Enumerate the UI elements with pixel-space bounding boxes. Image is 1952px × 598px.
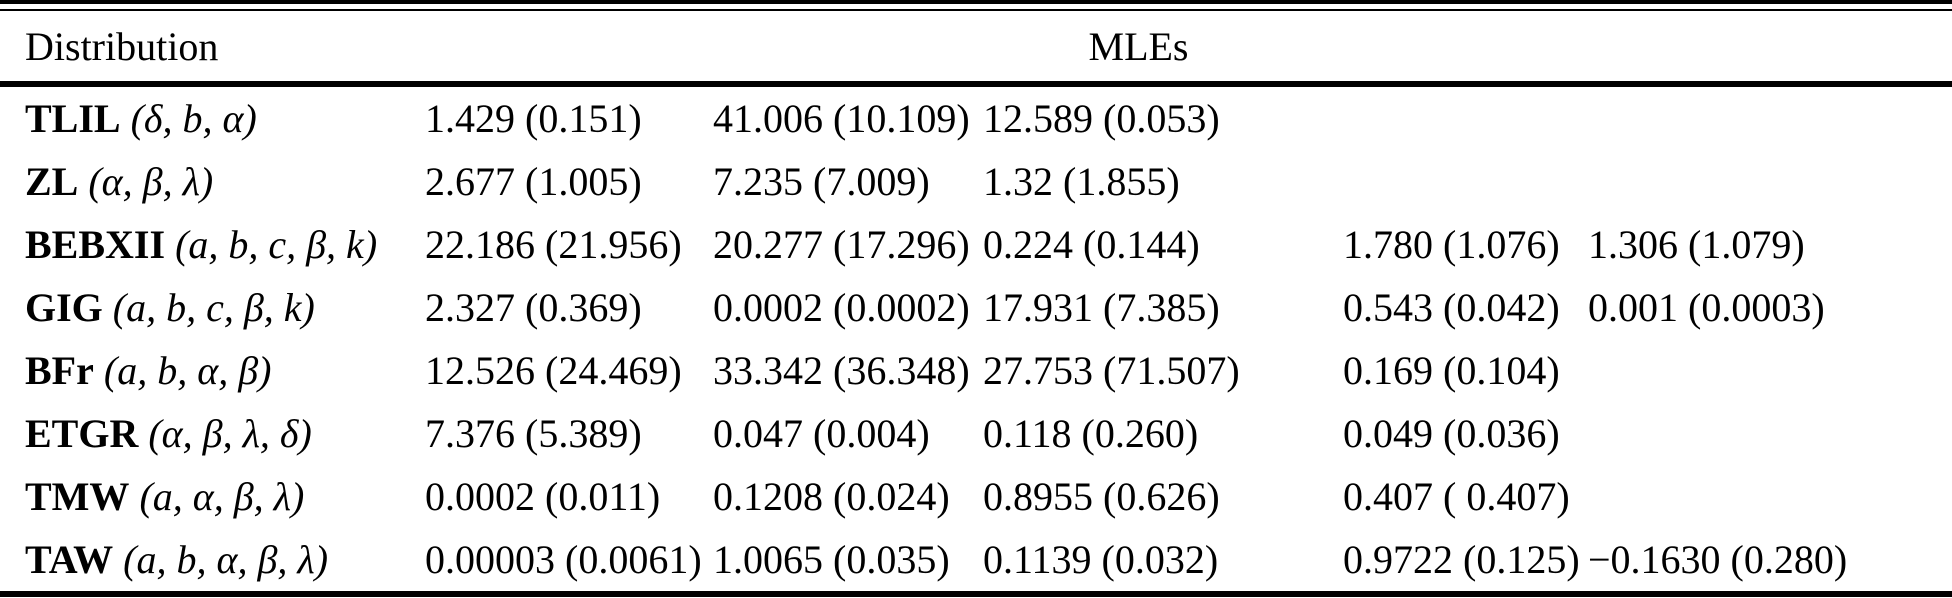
table-row-tmw: TMW (a, α, β, λ) 0.0002 (0.011) 0.1208 (0… xyxy=(0,465,1952,528)
distribution-name: TLIL xyxy=(25,96,121,141)
mle-value-cell: 0.1208 (0.024) xyxy=(713,474,950,519)
mle-value-cell: 1.0065 (0.035) xyxy=(713,537,950,582)
table-row-tlil: TLIL (δ, b, α) 1.429 (0.151) 41.006 (10.1… xyxy=(0,84,1952,150)
table-body: TLIL (δ, b, α) 1.429 (0.151) 41.006 (10.1… xyxy=(0,84,1952,594)
distribution-name: TAW xyxy=(25,537,114,582)
distribution-cell: TLIL (δ, b, α) xyxy=(0,84,425,150)
mle-value-cell xyxy=(1588,465,1952,528)
mle-value-cell: 0.118 (0.260) xyxy=(983,411,1199,456)
mle-value-cell: 1.306 (1.079) xyxy=(1588,222,1805,267)
mle-value-cell: 22.186 (21.956) xyxy=(425,222,682,267)
distribution-name: BEBXII xyxy=(25,222,166,267)
mle-value-cell xyxy=(1588,402,1952,465)
mle-value-cell: 0.001 (0.0003) xyxy=(1588,285,1825,330)
distribution-name: TMW xyxy=(25,474,130,519)
distribution-params: (a, b, c, β, k) xyxy=(175,222,378,267)
mle-value-cell: 12.526 (24.469) xyxy=(425,348,682,393)
mles-column-header: MLEs xyxy=(1088,23,1189,69)
mle-value-cell: 0.047 (0.004) xyxy=(713,411,930,456)
mle-value-cell: 0.8955 (0.626) xyxy=(983,474,1220,519)
mle-value-cell: 0.1139 (0.032) xyxy=(983,537,1219,582)
distribution-params: (a, b, α, β, λ) xyxy=(123,537,329,582)
mle-value-cell: 0.169 (0.104) xyxy=(1343,348,1560,393)
mle-value-cell: 17.931 (7.385) xyxy=(983,285,1220,330)
distribution-params: (a, α, β, λ) xyxy=(139,474,305,519)
distribution-name: ETGR xyxy=(25,411,139,456)
distribution-cell: TMW (a, α, β, λ) xyxy=(0,465,425,528)
mle-value-cell: 0.0002 (0.0002) xyxy=(713,285,970,330)
mle-value-cell xyxy=(1343,84,1588,150)
header-row: Distribution MLEs xyxy=(0,10,1952,84)
mle-value-cell: 0.049 (0.036) xyxy=(1343,411,1560,456)
mle-value-cell xyxy=(1588,150,1952,213)
mle-value-cell: 1.32 (1.855) xyxy=(983,159,1180,204)
table-row-bebxii: BEBXII (a, b, c, β, k) 22.186 (21.956) 20… xyxy=(0,213,1952,276)
mle-value-cell: 2.327 (0.369) xyxy=(425,285,642,330)
table-row-gig: GIG (a, b, c, β, k) 2.327 (0.369) 0.0002 … xyxy=(0,276,1952,339)
mle-value-cell: 12.589 (0.053) xyxy=(983,96,1220,141)
mle-value-cell: 0.0002 (0.011) xyxy=(425,474,661,519)
mle-value-cell: −0.1630 (0.280) xyxy=(1588,537,1848,582)
distribution-cell: ZL (α, β, λ) xyxy=(0,150,425,213)
mle-value-cell: 20.277 (17.296) xyxy=(713,222,970,267)
mle-value-cell: 0.224 (0.144) xyxy=(983,222,1200,267)
mle-value-cell: 33.342 (36.348) xyxy=(713,348,970,393)
distribution-params: (a, b, α, β) xyxy=(103,348,272,393)
mle-value-cell: 0.00003 (0.0061) xyxy=(425,537,702,582)
mle-value-cell: 0.9722 (0.125) xyxy=(1343,537,1580,582)
mle-value-cell: 7.376 (5.389) xyxy=(425,411,642,456)
distribution-name: BFr xyxy=(25,348,94,393)
mle-value-cell: 0.407 ( 0.407) xyxy=(1343,474,1570,519)
table-header: Distribution MLEs xyxy=(0,10,1952,84)
distribution-cell: ETGR (α, β, λ, δ) xyxy=(0,402,425,465)
mle-value-cell: 1.429 (0.151) xyxy=(425,96,642,141)
distribution-cell: GIG (a, b, c, β, k) xyxy=(0,276,425,339)
mle-value-cell: 41.006 (10.109) xyxy=(713,96,970,141)
distribution-name: GIG xyxy=(25,285,103,330)
mle-value-cell xyxy=(1588,339,1952,402)
table-row-etgr: ETGR (α, β, λ, δ) 7.376 (5.389) 0.047 (0.… xyxy=(0,402,1952,465)
mle-table: Distribution MLEs TLIL (δ, b, α) 1.429 (0… xyxy=(0,9,1952,597)
distribution-params: (α, β, λ, δ) xyxy=(148,411,312,456)
distribution-params: (δ, b, α) xyxy=(130,96,257,141)
mle-value-cell xyxy=(1588,84,1952,150)
distribution-params: (a, b, c, β, k) xyxy=(112,285,315,330)
mle-value-cell: 2.677 (1.005) xyxy=(425,159,642,204)
table-row-taw: TAW (a, b, α, β, λ) 0.00003 (0.0061) 1.00… xyxy=(0,528,1952,594)
mle-value-cell: 27.753 (71.507) xyxy=(983,348,1240,393)
mle-value-cell: 1.780 (1.076) xyxy=(1343,222,1560,267)
mle-value-cell: 7.235 (7.009) xyxy=(713,159,930,204)
table-row-zl: ZL (α, β, λ) 2.677 (1.005) 7.235 (7.009) … xyxy=(0,150,1952,213)
distribution-name: ZL xyxy=(25,159,79,204)
distribution-column-header: Distribution xyxy=(25,23,219,69)
distribution-params: (α, β, λ) xyxy=(88,159,214,204)
distribution-cell: BFr (a, b, α, β) xyxy=(0,339,425,402)
table-row-bfr: BFr (a, b, α, β) 12.526 (24.469) 33.342 (… xyxy=(0,339,1952,402)
mle-value-cell xyxy=(1343,150,1588,213)
mle-value-cell: 0.543 (0.042) xyxy=(1343,285,1560,330)
distribution-cell: TAW (a, b, α, β, λ) xyxy=(0,528,425,594)
distribution-cell: BEBXII (a, b, c, β, k) xyxy=(0,213,425,276)
